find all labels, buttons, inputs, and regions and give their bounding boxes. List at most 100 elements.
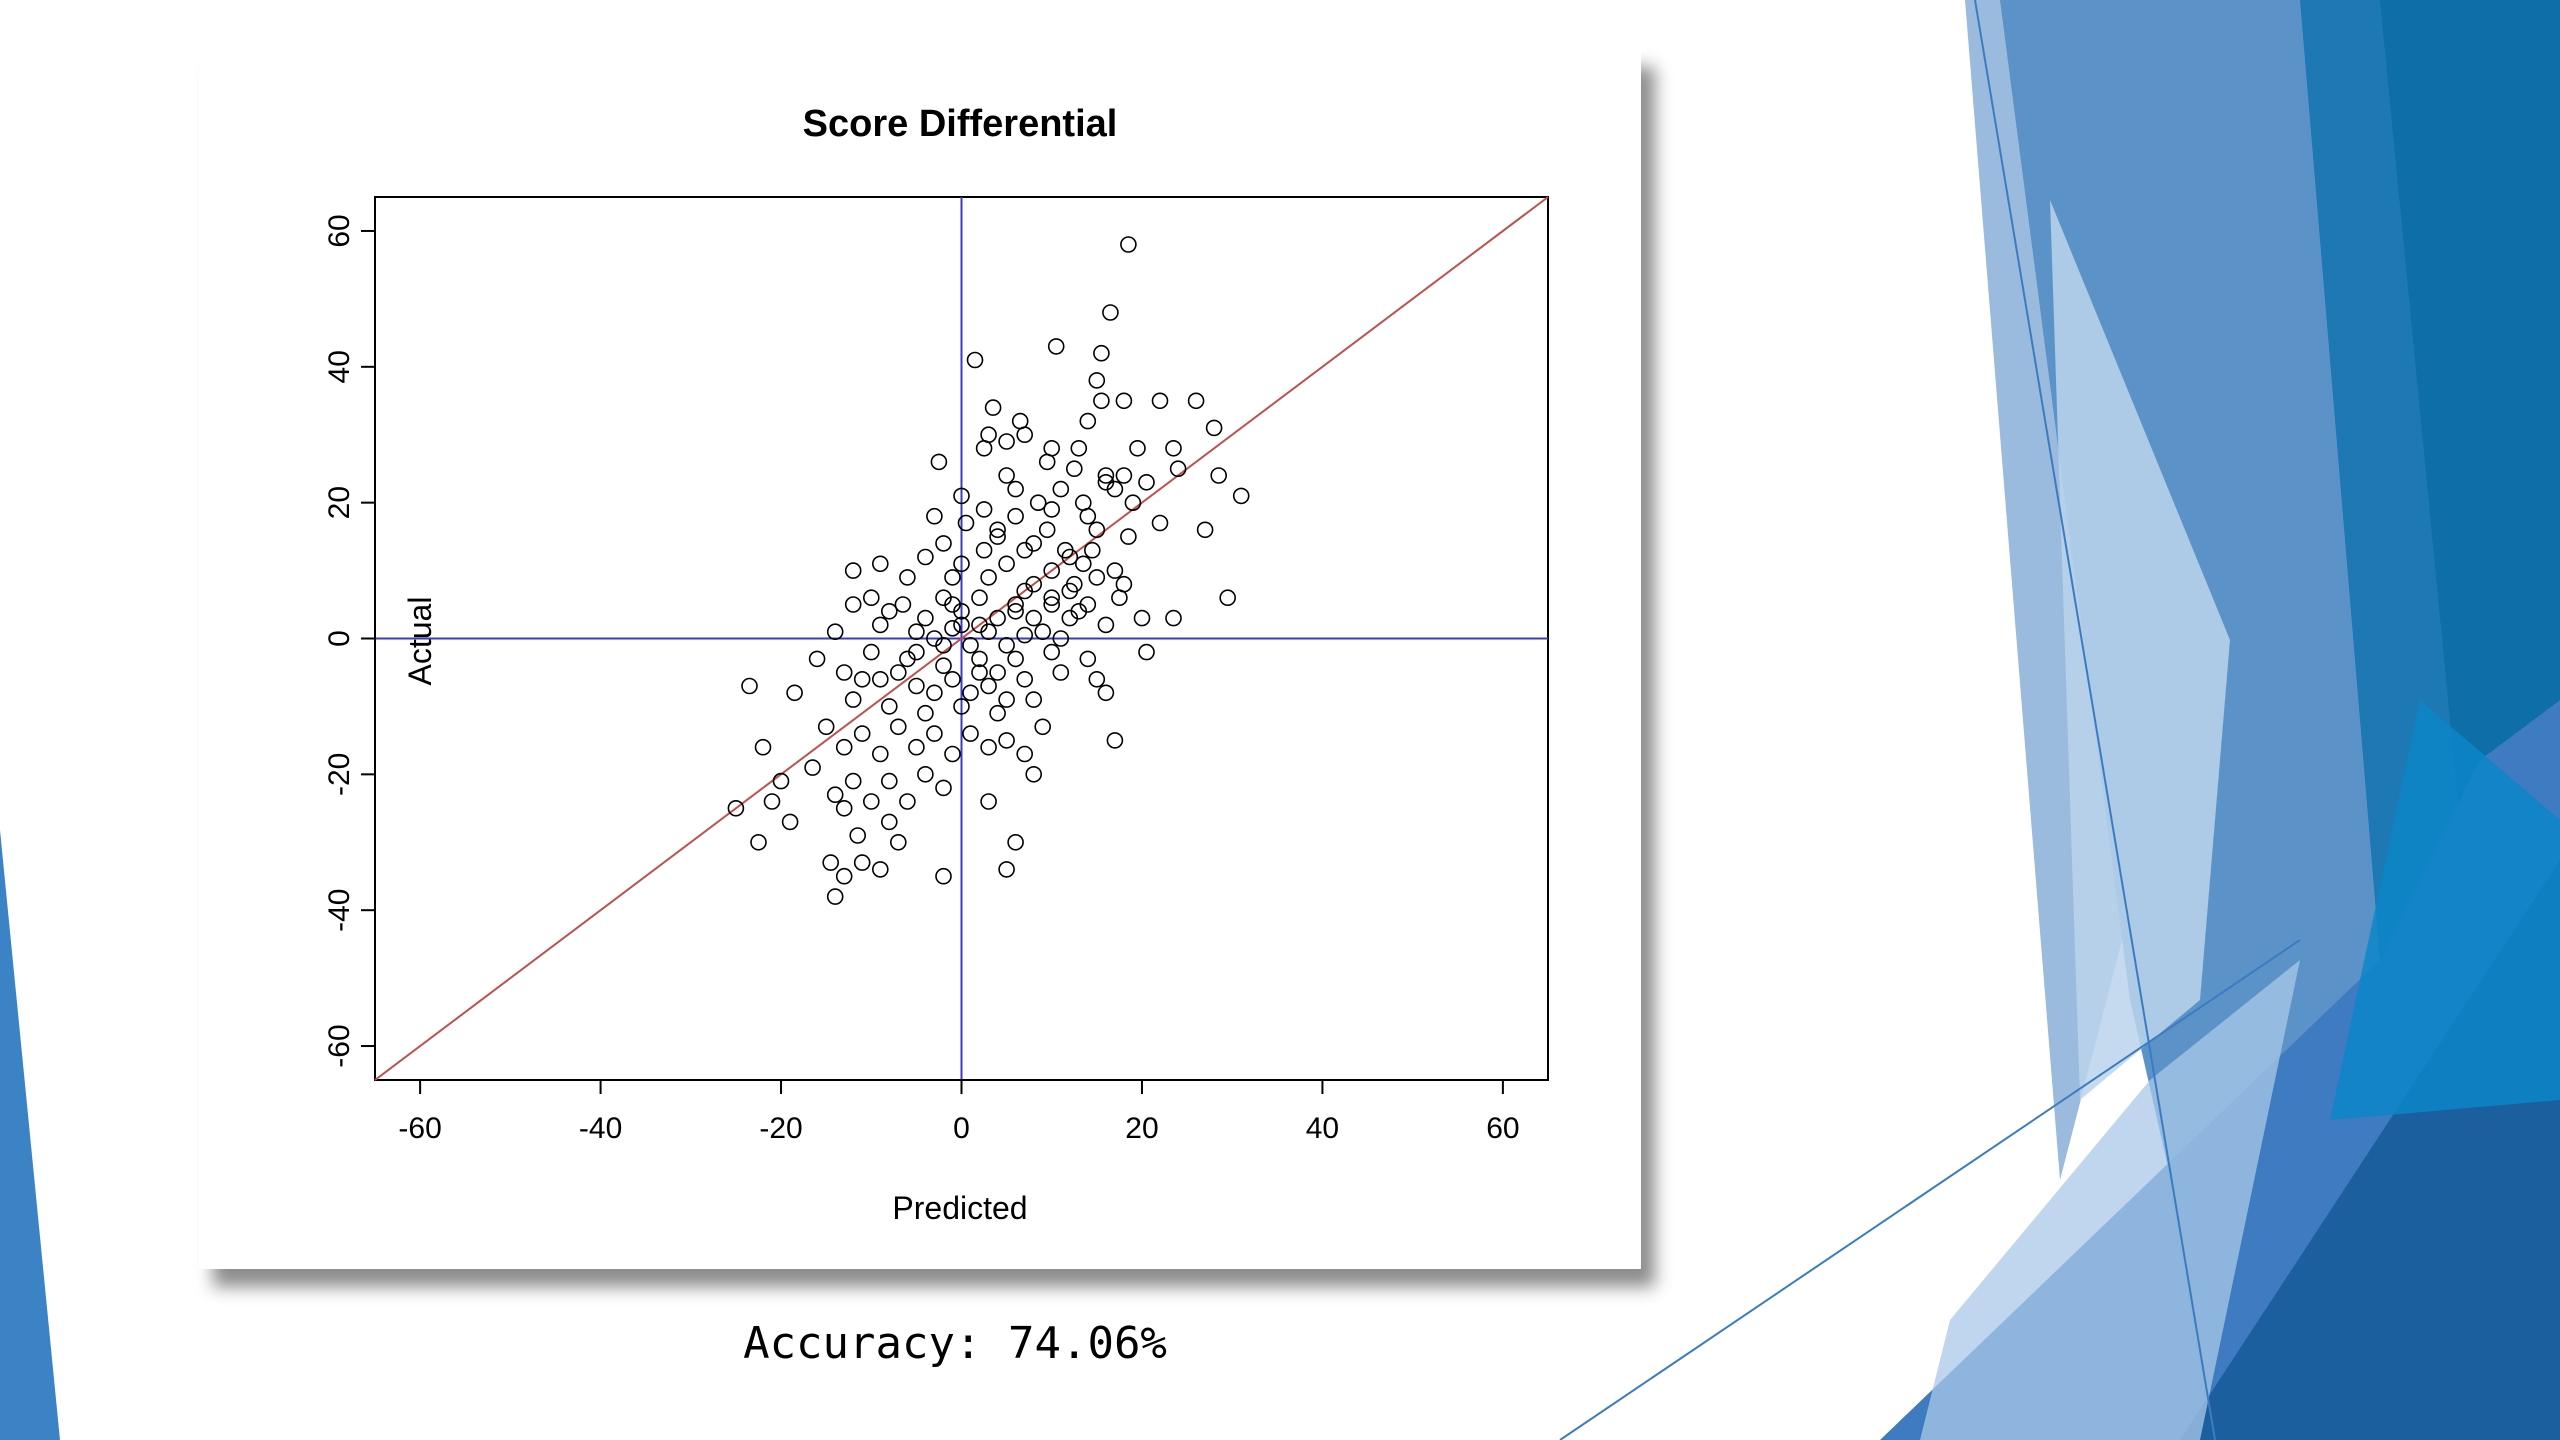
data-point — [953, 616, 970, 634]
data-point — [1151, 392, 1169, 410]
data-point — [980, 677, 997, 695]
data-point — [971, 589, 988, 607]
data-point — [975, 439, 993, 457]
data-point — [908, 643, 925, 661]
data-point — [899, 569, 916, 586]
data-point — [1052, 480, 1070, 498]
data-point — [975, 501, 993, 518]
data-point — [835, 867, 853, 885]
data-point — [1025, 609, 1043, 627]
data-point — [1079, 507, 1097, 525]
y-tick-label: 20 — [323, 486, 356, 519]
data-point — [1129, 439, 1146, 457]
data-point — [1007, 650, 1024, 668]
data-point — [944, 745, 961, 763]
data-point — [953, 698, 970, 715]
data-point — [989, 521, 1006, 539]
data-point — [989, 664, 1006, 681]
data-point — [980, 569, 997, 586]
data-point — [1093, 392, 1110, 410]
y-tick-label: -40 — [323, 889, 356, 932]
data-point — [862, 793, 880, 810]
data-point — [926, 684, 943, 702]
data-point — [899, 793, 916, 810]
data-point — [853, 854, 871, 871]
data-point — [1043, 596, 1061, 613]
data-point — [1043, 439, 1061, 457]
data-point — [835, 738, 853, 756]
identity-line — [374, 196, 1549, 1081]
data-point — [1038, 453, 1056, 471]
data-point — [1187, 392, 1205, 410]
data-point — [917, 609, 934, 627]
data-point — [1047, 338, 1065, 355]
data-point — [1016, 426, 1034, 444]
data-point — [889, 718, 907, 736]
data-point — [1088, 372, 1106, 389]
data-point — [1138, 643, 1155, 661]
data-point — [953, 555, 970, 573]
data-point — [727, 799, 745, 817]
data-point — [1097, 467, 1115, 484]
data-point — [957, 514, 975, 532]
x-tick-label: 40 — [1306, 1112, 1339, 1145]
data-point — [908, 738, 925, 756]
data-point — [998, 636, 1015, 654]
data-point — [871, 745, 889, 763]
data-point — [980, 426, 997, 444]
data-point — [989, 609, 1006, 627]
data-point — [1079, 412, 1097, 430]
data-point — [853, 725, 871, 742]
data-point — [781, 813, 799, 831]
x-tick-label: -20 — [759, 1112, 802, 1145]
y-tick-label: -20 — [323, 753, 356, 796]
data-point — [930, 453, 948, 471]
data-point — [935, 535, 952, 552]
data-point — [1025, 765, 1043, 783]
data-point — [1115, 392, 1133, 410]
data-point — [1088, 521, 1106, 539]
data-point — [1097, 473, 1115, 491]
data-point — [908, 677, 925, 695]
data-point — [889, 833, 907, 851]
scatter-plot: Score Differential -60 -40 -20 0 20 40 60 -60 -4… — [323, 103, 1549, 1226]
data-point — [1007, 596, 1024, 613]
y-tick-label: 0 — [323, 630, 356, 647]
data-point — [1016, 626, 1034, 644]
data-point — [1088, 670, 1106, 688]
data-point — [871, 555, 889, 573]
data-point — [871, 616, 889, 634]
data-point — [1165, 439, 1182, 457]
data-point — [871, 670, 889, 688]
data-point — [754, 738, 772, 756]
data-point — [1083, 541, 1101, 559]
chart-title: Score Differential — [803, 103, 1118, 145]
data-point — [989, 528, 1006, 545]
y-tick-label: -60 — [323, 1024, 356, 1067]
data-point — [826, 786, 844, 804]
data-point — [1029, 494, 1047, 512]
data-point — [835, 664, 853, 681]
data-point — [1097, 684, 1115, 702]
data-point — [1102, 304, 1119, 321]
data-point — [1061, 582, 1079, 600]
data-point — [980, 738, 997, 756]
data-point — [1120, 528, 1137, 545]
data-point — [1043, 562, 1061, 579]
data-point — [962, 636, 979, 654]
data-point — [1016, 670, 1034, 688]
data-point — [984, 399, 1002, 416]
data-point — [1093, 344, 1110, 362]
data-point — [1138, 473, 1155, 491]
x-tick-label: -40 — [579, 1112, 622, 1145]
data-point — [826, 888, 844, 905]
data-point — [998, 861, 1015, 878]
data-point — [750, 833, 767, 851]
plot-area — [374, 196, 1549, 1081]
data-point — [1007, 833, 1024, 851]
data-point — [980, 793, 997, 810]
data-point — [1079, 650, 1097, 668]
data-point — [962, 725, 979, 742]
data-point — [1074, 555, 1092, 573]
data-point — [1120, 236, 1137, 253]
